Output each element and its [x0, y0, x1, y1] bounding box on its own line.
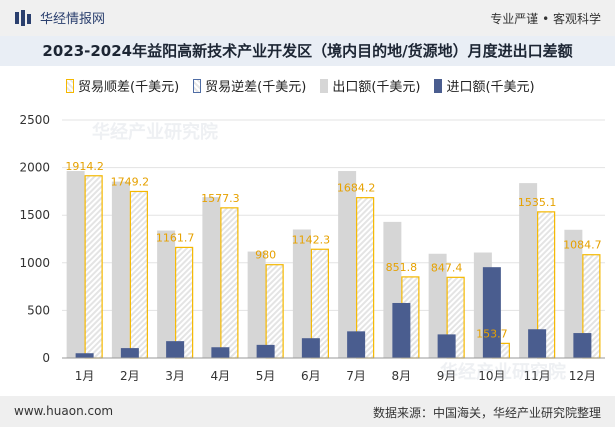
legend-swatch-import	[434, 78, 443, 93]
x-tick-label: 12月	[569, 369, 596, 383]
data-label-surplus: 153.7	[476, 327, 508, 340]
bar-export[interactable]	[66, 171, 85, 358]
x-tick-label: 10月	[478, 369, 505, 383]
bar-import[interactable]	[75, 353, 94, 358]
bar-import[interactable]	[211, 347, 230, 358]
legend-label-deficit: 贸易逆差(千美元)	[205, 80, 307, 95]
bar-surplus[interactable]	[129, 190, 148, 359]
chart-plot-area: 1914.2 1749.2 1161.7 1577.3 980 1142.3 1684.2 8…	[19, 113, 605, 383]
legend-swatch-export	[320, 78, 329, 93]
x-tick-label: 6月	[301, 369, 321, 383]
chart-title: 2023-2024年益阳高新技术产业开发区（境内目的地/货源地）月度进出口差额	[0, 36, 615, 66]
data-label-surplus: 980	[255, 249, 276, 262]
x-tick-label: 4月	[211, 369, 231, 383]
x-tick-label: 11月	[523, 369, 550, 383]
data-label-surplus: 1142.3	[292, 233, 331, 246]
bar-export[interactable]	[292, 229, 311, 358]
legend-swatch-deficit	[193, 78, 202, 93]
y-tick-label: 500	[27, 303, 50, 317]
y-tick-label: 0	[42, 351, 50, 365]
bar-import[interactable]	[528, 329, 547, 358]
legend-item-export[interactable]: 出口额(千美元)	[320, 76, 420, 95]
bar-import[interactable]	[573, 333, 592, 358]
legend-item-surplus[interactable]: 贸易顺差(千美元)	[66, 76, 179, 95]
legend-item-import[interactable]: 进口额(千美元)	[434, 76, 535, 95]
bar-import[interactable]	[166, 341, 185, 358]
data-label-surplus: 851.8	[386, 261, 418, 274]
bar-export[interactable]	[157, 230, 176, 358]
brand-logo[interactable]: 华经情报网	[14, 8, 105, 27]
x-tick-label: 8月	[392, 369, 412, 383]
x-tick-label: 9月	[437, 369, 457, 383]
x-tick-label: 2月	[120, 369, 140, 383]
data-label-surplus: 847.4	[431, 261, 463, 274]
bar-import[interactable]	[347, 331, 366, 358]
x-tick-label: 7月	[346, 369, 366, 383]
brand-name: 华经情报网	[40, 12, 106, 27]
brand-logo-icon	[15, 9, 31, 26]
legend-item-deficit[interactable]: 贸易逆差(千美元)	[193, 76, 306, 95]
bar-export[interactable]	[338, 171, 357, 358]
data-label-surplus: 1684.2	[337, 182, 376, 195]
footer-site-link[interactable]: www.huaon.com	[14, 404, 114, 418]
slogan: 专业严谨 • 客观科学	[490, 12, 601, 26]
data-label-surplus: 1749.2	[111, 175, 150, 188]
y-tick-label: 1000	[19, 256, 50, 270]
x-tick-label: 5月	[256, 369, 276, 383]
legend-label-surplus: 贸易顺差(千美元)	[78, 80, 180, 95]
data-label-surplus: 1535.1	[518, 196, 557, 209]
x-tick-label: 1月	[75, 369, 95, 383]
bar-export[interactable]	[564, 229, 583, 358]
bar-export[interactable]	[111, 181, 130, 358]
bar-export[interactable]	[428, 253, 447, 358]
top-bar: 华经情报网 专业严谨 • 客观科学	[0, 0, 615, 36]
chart-legend: 贸易顺差(千美元) 贸易逆差(千美元) 出口额(千美元) 进口额(千美元)	[66, 76, 535, 95]
bar-surplus[interactable]	[265, 264, 284, 359]
legend-label-export: 出口额(千美元)	[332, 80, 421, 95]
y-tick-label: 2000	[19, 161, 50, 175]
bar-export[interactable]	[247, 251, 266, 358]
footer-source: 数据来源：中国海关，华经产业研究院整理	[372, 406, 601, 420]
y-tick-label: 1500	[19, 208, 50, 222]
bar-import[interactable]	[256, 344, 275, 358]
y-tick-label: 2500	[19, 113, 50, 127]
bar-import[interactable]	[392, 302, 411, 358]
data-label-surplus: 1914.2	[65, 160, 104, 173]
bar-surplus[interactable]	[220, 207, 239, 359]
data-label-surplus: 1577.3	[201, 192, 240, 205]
footer: www.huaon.com 数据来源：中国海关，华经产业研究院整理	[0, 396, 615, 427]
bar-export[interactable]	[202, 197, 221, 358]
bar-surplus[interactable]	[84, 175, 103, 359]
legend-swatch-surplus	[66, 78, 74, 93]
bar-import[interactable]	[482, 267, 501, 358]
bar-export[interactable]	[519, 183, 538, 358]
x-tick-label: 3月	[165, 369, 185, 383]
bar-import[interactable]	[437, 334, 456, 358]
bar-import[interactable]	[301, 338, 320, 358]
bar-import[interactable]	[120, 348, 139, 358]
data-label-surplus: 1084.7	[563, 239, 602, 252]
data-label-surplus: 1161.7	[156, 231, 195, 244]
legend-label-import: 进口额(千美元)	[446, 80, 535, 95]
